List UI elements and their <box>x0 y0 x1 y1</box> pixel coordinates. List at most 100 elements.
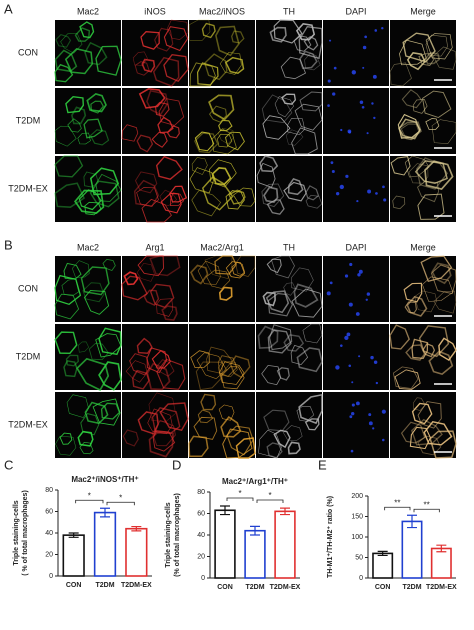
micrograph <box>390 255 457 322</box>
nucleus <box>356 199 359 203</box>
cell-outline <box>209 159 237 188</box>
nucleus <box>355 312 360 316</box>
error-bar-line <box>280 507 290 516</box>
nucleus <box>349 415 353 419</box>
x-tick-label: T2DM-EX <box>426 584 457 591</box>
nucleus <box>368 413 372 417</box>
nucleus <box>366 132 369 135</box>
cell-outline <box>189 62 216 87</box>
cell-outline <box>196 352 227 380</box>
micrograph <box>189 88 255 155</box>
cell-outline <box>274 96 295 118</box>
cell-outline <box>79 21 95 39</box>
cell-outline <box>147 408 173 435</box>
cell-outline <box>149 255 181 277</box>
error-bar-line <box>407 514 417 529</box>
cell-outline <box>304 52 321 71</box>
image-bg <box>122 88 188 154</box>
cell-outline <box>215 25 240 57</box>
nucleus <box>372 74 377 79</box>
nucleus <box>371 102 374 105</box>
cell-outline <box>138 87 166 109</box>
image-bg <box>189 156 255 222</box>
cell-outline <box>217 133 233 148</box>
column-header: DAPI <box>345 6 366 16</box>
row-label: T2DM-EX <box>8 419 48 429</box>
cell-outline <box>201 176 234 211</box>
y-tick-label: 80 <box>45 487 53 494</box>
nucleus <box>340 344 343 347</box>
nucleus <box>350 449 354 453</box>
cell-outline <box>273 429 291 449</box>
cell-outline <box>406 51 426 71</box>
error-bar-line <box>250 525 260 536</box>
error-bar <box>250 525 260 536</box>
cell-outline <box>141 58 156 73</box>
bar <box>274 510 296 579</box>
cell-outline <box>403 282 423 303</box>
image-bg <box>55 324 121 390</box>
y-axis-label: Triple staining-cells <box>165 502 172 567</box>
cell-outline <box>74 27 91 42</box>
column-header: Mac2/iNOS <box>199 6 245 16</box>
cell-outline <box>90 100 104 114</box>
x-tick-label: T2DM <box>245 584 264 591</box>
cell-outline <box>134 61 150 76</box>
cell-outline <box>266 258 282 274</box>
nucleus <box>333 66 337 70</box>
cell-outline <box>80 413 100 436</box>
y-tick-label: 100 <box>351 534 363 541</box>
y-tick-label: 80 <box>197 489 205 496</box>
error-bar <box>280 507 290 516</box>
micrograph <box>54 20 122 86</box>
cell-outline <box>122 429 139 447</box>
cell-outline <box>140 31 160 50</box>
cell-outline <box>263 186 279 204</box>
micrograph <box>390 392 457 459</box>
image-bg <box>323 88 389 154</box>
nucleus <box>358 355 361 358</box>
cell-outline <box>409 426 431 450</box>
nucleus <box>362 45 367 50</box>
micrograph <box>390 88 457 154</box>
y-axis-label: Triple staining-cells <box>13 500 20 565</box>
nucleus <box>368 421 373 426</box>
nucleus <box>375 381 379 385</box>
nucleus <box>375 192 378 195</box>
cell-outline <box>402 32 436 63</box>
image-bg <box>55 88 121 154</box>
cell-outline <box>423 420 453 446</box>
error-bar-line <box>100 507 110 518</box>
nucleus <box>346 332 351 337</box>
cell-outline <box>204 53 228 81</box>
panel-label: A <box>4 1 13 16</box>
cell-outline <box>305 194 323 209</box>
cell-outline <box>259 155 279 173</box>
nucleus <box>348 302 353 307</box>
image-bg <box>323 324 389 390</box>
cell-outline <box>261 94 293 124</box>
significance-label: * <box>119 493 122 502</box>
cell-outline <box>214 255 237 275</box>
cell-outline <box>83 118 103 139</box>
error-bar-line <box>377 550 388 557</box>
micrograph <box>323 324 389 390</box>
cell-outline <box>161 305 178 321</box>
cell-outline <box>152 430 176 452</box>
cell-outline <box>392 195 406 210</box>
cell-outline <box>296 347 323 373</box>
micrograph <box>323 392 389 458</box>
row-label: CON <box>18 283 38 293</box>
cell-outline <box>401 89 423 109</box>
nucleus <box>365 298 368 301</box>
cell-outline <box>269 26 287 43</box>
cell-outline <box>141 198 172 223</box>
cell-outline <box>389 324 410 350</box>
nucleus <box>335 191 340 196</box>
x-tick-label: CON <box>217 584 233 591</box>
nucleus <box>340 128 343 132</box>
cell-outline <box>404 155 430 178</box>
nucleus <box>345 174 349 178</box>
column-header: Mac2 <box>77 242 99 252</box>
cell-outline <box>302 323 323 344</box>
